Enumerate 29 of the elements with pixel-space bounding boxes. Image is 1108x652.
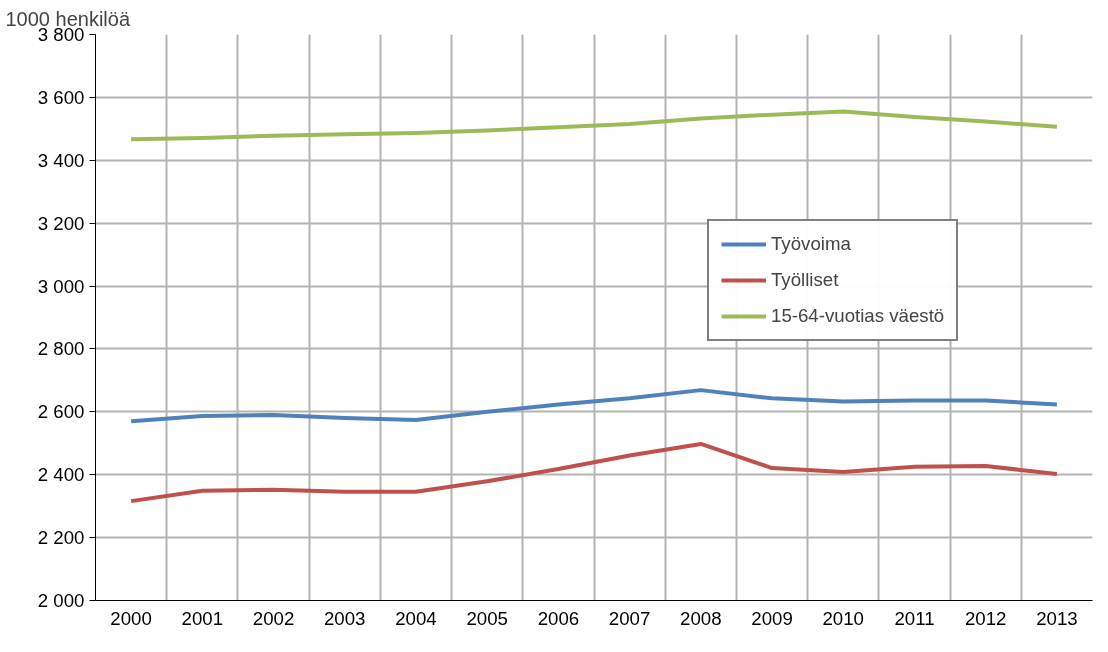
y-tick-label: 3 200 [37,212,85,234]
x-tick-label: 2001 [181,607,224,629]
y-tick-label: 3 000 [37,275,85,297]
y-tick-label: 3 400 [37,149,85,171]
x-tick-label: 2002 [252,607,295,629]
x-tick-label: 2006 [537,607,580,629]
line-series [129,109,1059,142]
x-tick-label: 2009 [751,607,793,629]
line-series [129,441,1059,504]
y-tick-label: 2 600 [37,401,85,423]
x-tick-label: 2007 [608,607,651,629]
y-tick-label: 2 400 [37,464,85,486]
legend-label: Työvoima [771,233,851,255]
x-tick-label: 2005 [466,607,508,629]
legend-label: 15-64-vuotias väestö [771,305,945,327]
y-tick-label: 2 800 [37,338,85,360]
x-tick-label: 2011 [894,607,935,629]
x-tick-label: 2003 [324,607,366,629]
y-tick-label: 3 600 [37,86,85,108]
y-tick-label: 2 200 [37,527,85,549]
x-tick-label: 2012 [964,607,1007,629]
line-series [129,388,1059,424]
legend-label: Työlliset [771,269,839,291]
x-tick-label: 2004 [395,607,437,629]
x-tick-label: 2000 [110,607,152,629]
x-tick-label: 2008 [680,607,722,629]
y-tick-label: 2 000 [37,590,85,611]
x-tick-label: 2013 [1036,607,1078,629]
x-tick-label: 2010 [822,607,865,629]
